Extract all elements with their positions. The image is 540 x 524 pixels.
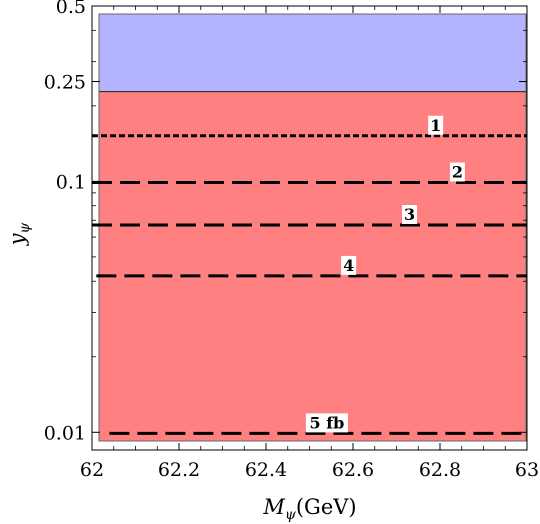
x-tick-label-5: 63 xyxy=(515,459,539,481)
contour-label-bg-2 xyxy=(449,162,465,182)
contour-label-5: 5 fb xyxy=(310,413,345,432)
contour-label-3: 3 xyxy=(404,205,415,224)
y-tick-label-2: 0.25 xyxy=(44,72,86,94)
contours-layer xyxy=(92,134,527,435)
contour-label-bg-1 xyxy=(428,115,444,135)
ticks-layer: 62 62.2 62.4 62.6 62.8 63 0.01 0.1 0.25 0.5 xyxy=(44,0,539,481)
regions-layer xyxy=(98,13,527,442)
region-lower xyxy=(98,91,527,442)
y-tick-label-0: 0.01 xyxy=(44,422,86,444)
y-tick-label-3: 0.5 xyxy=(56,0,86,18)
x-axis-label: Mψ(GeV) xyxy=(262,495,356,523)
x-tick-label-4: 62.8 xyxy=(419,459,461,481)
y-tick-label-1: 0.1 xyxy=(56,171,86,193)
contour-labels-layer: 1 2 3 4 5 fb xyxy=(305,115,465,433)
region-upper xyxy=(98,13,527,93)
y-axis-label: yψ xyxy=(5,222,33,247)
x-tick-label-2: 62.4 xyxy=(245,459,287,481)
contour-label-2: 2 xyxy=(452,162,463,181)
contour-label-1: 1 xyxy=(430,116,441,135)
contour-label-bg-3 xyxy=(402,205,418,225)
x-tick-label-1: 62.2 xyxy=(158,459,200,481)
x-tick-label-3: 62.6 xyxy=(332,459,374,481)
contour-label-bg-4 xyxy=(341,255,357,275)
x-tick-label-0: 62 xyxy=(80,459,104,481)
contour-label-bg-5 xyxy=(305,413,348,433)
contour-label-4: 4 xyxy=(343,256,354,275)
